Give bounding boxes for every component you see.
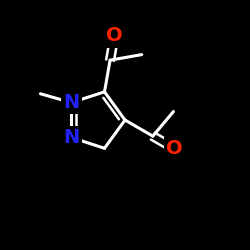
Text: N: N — [63, 128, 80, 147]
Text: O: O — [166, 139, 182, 158]
Text: N: N — [63, 93, 80, 112]
Text: O: O — [106, 26, 123, 45]
